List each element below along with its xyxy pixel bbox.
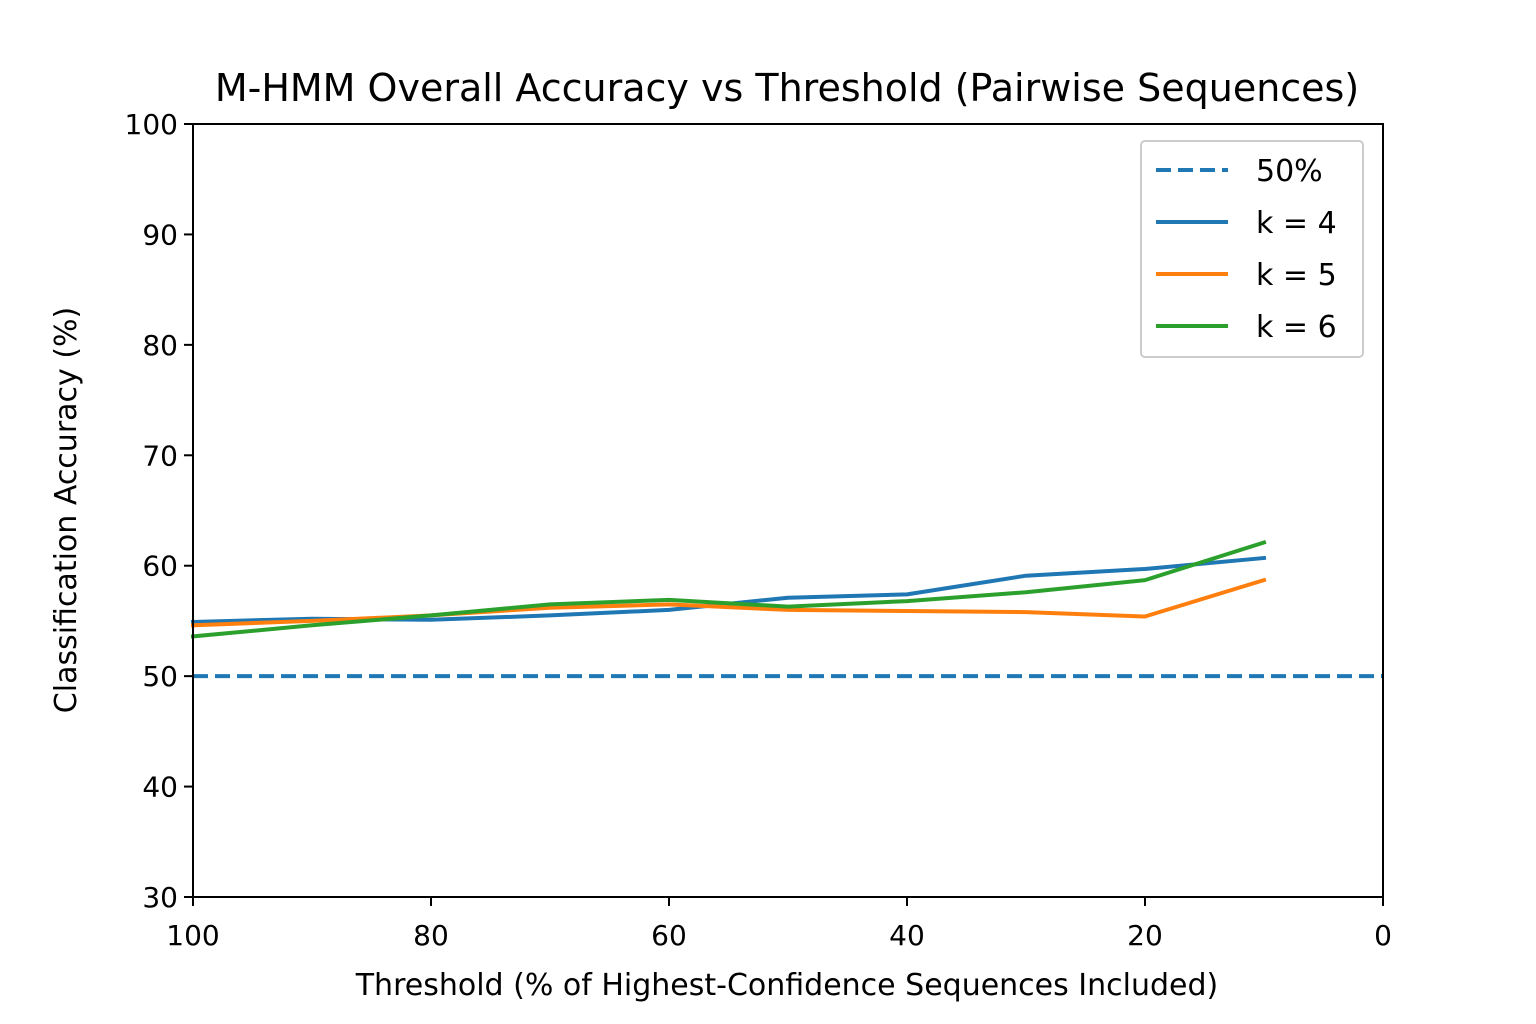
legend-label: k = 6 <box>1256 310 1337 345</box>
series-line-k5 <box>190 577 1267 628</box>
y-axis-label: Classification Accuracy (%) <box>49 307 84 713</box>
y-tick-label: 40 <box>142 771 178 804</box>
series-line-k6 <box>190 539 1267 639</box>
y-tick-label: 70 <box>142 439 178 472</box>
y-tick-label: 80 <box>142 329 178 362</box>
axes-frame <box>192 123 1384 898</box>
legend-label: 50% <box>1256 154 1323 189</box>
legend: 50% k = 4 k = 5 k = 6 <box>1140 140 1364 358</box>
y-tick-label: 100 <box>125 108 178 141</box>
x-tick-label: 60 <box>651 919 687 952</box>
x-tick-label: 80 <box>413 919 449 952</box>
legend-box <box>1140 140 1364 358</box>
x-axis-label: Threshold (% of Highest-Confidence Seque… <box>355 968 1219 1003</box>
y-tick-label: 30 <box>142 881 178 914</box>
x-tick-label: 100 <box>166 919 219 952</box>
y-tick-label: 50 <box>142 660 178 693</box>
y-axis: 30 40 50 60 70 80 90 100 <box>125 108 193 914</box>
chart-title: M-HMM Overall Accuracy vs Threshold (Pai… <box>215 66 1359 110</box>
y-tick-label: 90 <box>142 218 178 251</box>
x-tick-label: 0 <box>1374 919 1392 952</box>
y-tick-label: 60 <box>142 550 178 583</box>
plot-area <box>190 539 1383 679</box>
x-tick-label: 20 <box>1127 919 1163 952</box>
x-tick-label: 40 <box>889 919 925 952</box>
legend-label: k = 4 <box>1256 206 1337 241</box>
x-axis: 100 80 60 40 20 0 <box>166 897 1392 952</box>
legend-label: k = 5 <box>1256 258 1337 293</box>
series-line-k4 <box>190 555 1267 625</box>
